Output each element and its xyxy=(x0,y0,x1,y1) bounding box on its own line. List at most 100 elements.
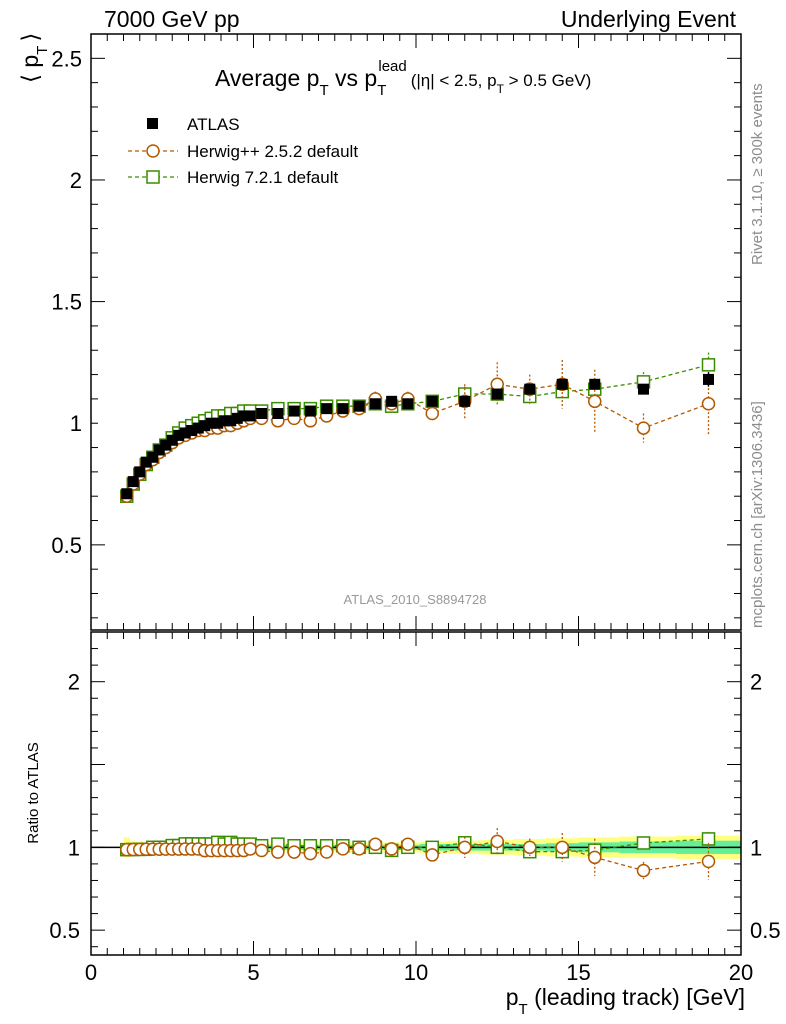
atlas-point xyxy=(589,378,601,390)
x-tick-label: 0 xyxy=(85,960,97,985)
atlas-point xyxy=(272,407,284,419)
herwigpp-point xyxy=(425,848,439,862)
atlas-point xyxy=(304,405,316,417)
atlas-point xyxy=(199,420,211,432)
ratio-tick-label-right: 0.5 xyxy=(750,918,781,943)
herwigpp-point xyxy=(701,854,716,869)
x-axis-label: pT (leading track) [GeV] xyxy=(506,984,745,1018)
herwigpp-point xyxy=(701,397,716,411)
atlas-point xyxy=(491,388,503,400)
atlas-point xyxy=(321,403,333,415)
atlas-point xyxy=(186,425,198,437)
herwigpp-point xyxy=(401,837,415,852)
atlas-point xyxy=(225,415,237,427)
herwigpp-point xyxy=(254,843,269,858)
legend-marker-herwigpp xyxy=(146,144,160,158)
atlas-point xyxy=(121,488,133,500)
axis-ticks xyxy=(90,34,742,955)
atlas-point xyxy=(369,398,381,410)
ratio-tick-label-right: 2 xyxy=(750,670,762,695)
herwigpp-point xyxy=(368,837,383,852)
atlas-point xyxy=(166,434,178,446)
legend-marker-herwig7 xyxy=(146,170,160,184)
atlas-point xyxy=(179,427,191,439)
herwig7-point xyxy=(636,836,651,850)
herwig7-point xyxy=(701,832,716,846)
x-tick-label: 15 xyxy=(566,960,590,985)
herwigpp-point xyxy=(523,840,537,855)
herwigpp-point xyxy=(287,845,301,859)
atlas-point xyxy=(638,383,649,395)
atlas-point xyxy=(192,422,204,434)
atlas-point xyxy=(402,398,414,410)
herwigpp-line xyxy=(126,383,709,497)
legend: ATLAS Herwig++ 2.5.2 default Herwig 7.2.… xyxy=(128,115,358,187)
atlas-point xyxy=(153,444,165,456)
header-right-label: Underlying Event xyxy=(560,6,736,32)
atlas-point xyxy=(256,407,268,419)
atlas-point xyxy=(524,383,536,395)
herwigpp-point xyxy=(303,414,318,428)
ratio-tick-label-left: 1 xyxy=(68,835,80,860)
analysis-label: ATLAS_2010_S8894728 xyxy=(344,592,487,607)
x-tick-label: 10 xyxy=(404,960,428,985)
herwigpp-point xyxy=(425,406,439,421)
ratio-tick-label-left: 2 xyxy=(68,670,80,695)
atlas-point xyxy=(337,403,349,415)
atlas-point xyxy=(386,395,398,407)
ratio-tick-label-left: 0.5 xyxy=(49,918,80,943)
atlas-point xyxy=(127,476,139,488)
herwigpp-point xyxy=(384,842,399,856)
legend-label-herwig7: Herwig 7.2.1 default xyxy=(187,168,338,187)
atlas-point xyxy=(703,373,714,385)
atlas-point xyxy=(353,400,365,412)
herwigpp-point xyxy=(588,850,602,865)
herwigpp-point xyxy=(271,845,285,859)
y-tick-label: 1 xyxy=(70,411,82,436)
atlas-point xyxy=(288,405,300,417)
herwigpp-point xyxy=(490,377,504,392)
atlas-point xyxy=(426,395,438,407)
herwigpp-point xyxy=(243,842,257,856)
herwig7-point xyxy=(701,358,716,372)
herwigpp-point xyxy=(555,840,569,855)
herwigpp-point xyxy=(319,845,334,859)
y-axis-label-ratio: Ratio to ATLAS xyxy=(25,742,42,843)
y-tick-label: 2.5 xyxy=(51,46,82,71)
herwigpp-point xyxy=(588,394,602,409)
y-tick-label: 2 xyxy=(70,168,82,193)
atlas-point xyxy=(218,415,230,427)
herwigpp-point xyxy=(336,842,350,856)
ratio-tick-label-right: 1 xyxy=(750,835,762,860)
atlas-point xyxy=(244,410,256,422)
legend-label-herwigpp: Herwig++ 2.5.2 default xyxy=(187,142,358,161)
herwigpp-point xyxy=(636,863,651,878)
y-tick-label: 0.5 xyxy=(51,533,82,558)
atlas-point xyxy=(212,417,224,429)
atlas-point xyxy=(459,395,471,407)
y-axis-label-main: ⟨ pT⟩ xyxy=(17,33,51,83)
main-series-group xyxy=(120,352,716,503)
atlas-point xyxy=(556,378,568,390)
atlas-point xyxy=(231,412,243,424)
axis-tick-labels: 0 5 10 15 20 0.5 1 1.5 2 2.5 0.5 0.5 1 1 2 2 xyxy=(49,46,780,985)
mcplots-label: mcplots.cern.ch [arXiv:1306.3436] xyxy=(749,401,766,628)
legend-marker-atlas xyxy=(147,118,158,129)
chart-title: Average pT vs pTlead(|η| < 2.5, pT > 0.5… xyxy=(215,58,591,99)
atlas-point xyxy=(160,439,172,451)
y-tick-label: 1.5 xyxy=(51,290,82,315)
atlas-point xyxy=(134,466,146,478)
ratio-plot-frame xyxy=(90,631,742,956)
atlas-point xyxy=(147,451,159,463)
herwigpp-point xyxy=(303,846,318,861)
atlas-point xyxy=(238,410,250,422)
atlas-point xyxy=(140,456,152,468)
legend-label-atlas: ATLAS xyxy=(187,115,240,134)
x-tick-label: 5 xyxy=(247,960,259,985)
x-tick-label: 20 xyxy=(729,960,753,985)
ratio-series-group xyxy=(120,828,716,880)
herwigpp-point xyxy=(636,421,651,435)
atlas-point xyxy=(173,429,185,441)
header-left-label: 7000 GeV pp xyxy=(104,6,240,32)
